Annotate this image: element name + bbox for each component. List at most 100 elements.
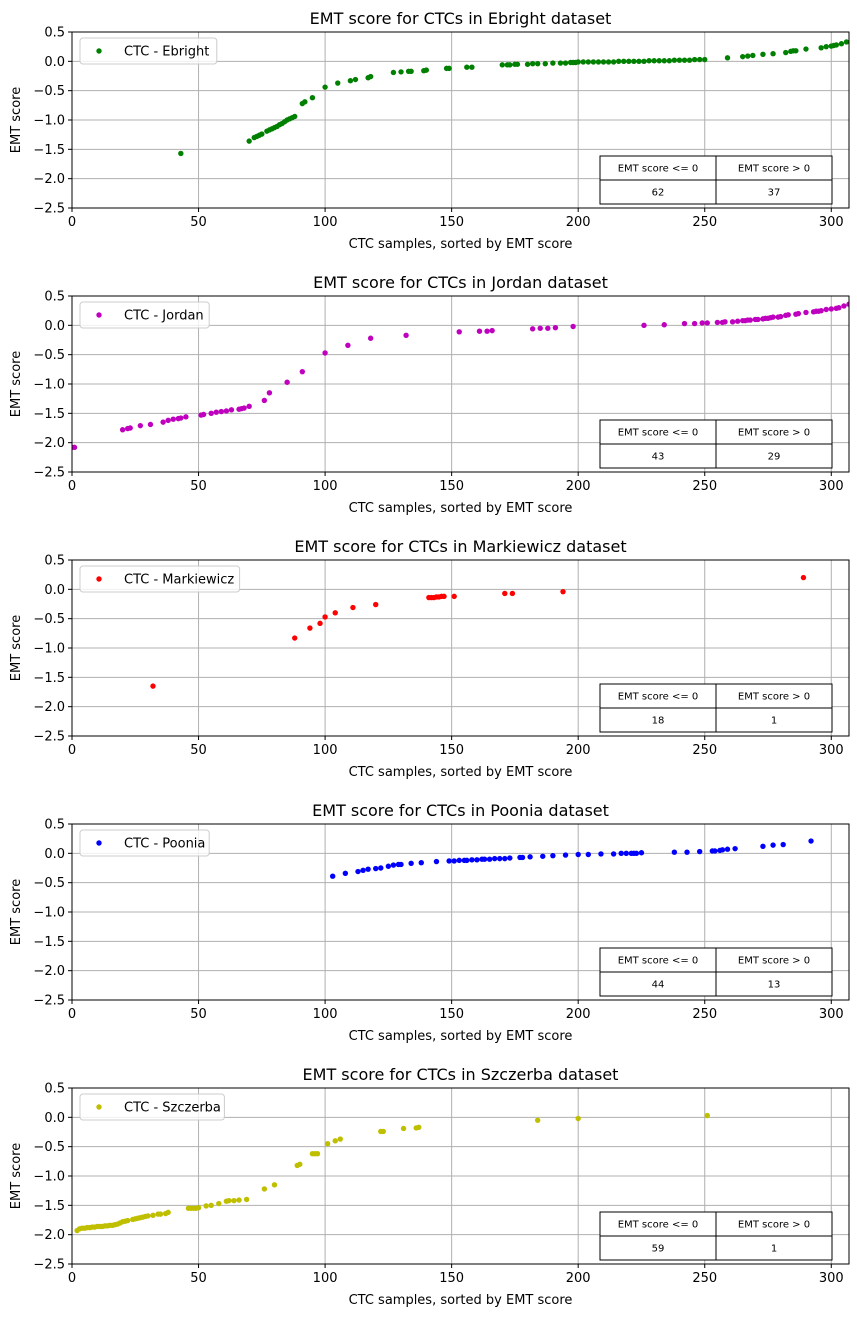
x-tick-label: 150 xyxy=(439,1007,464,1022)
x-tick-label: 50 xyxy=(190,479,207,494)
y-tick-label: −2.0 xyxy=(33,172,65,187)
chart-title: EMT score for CTCs in Ebright dataset xyxy=(310,9,612,28)
legend-label: CTC - Szczerba xyxy=(124,1101,221,1116)
legend-marker xyxy=(96,840,102,846)
data-point xyxy=(332,1138,338,1144)
data-series xyxy=(74,1112,710,1234)
data-point xyxy=(529,60,536,67)
data-point xyxy=(385,863,392,869)
data-point xyxy=(537,325,543,331)
legend-label: CTC - Poonia xyxy=(124,837,205,852)
x-tick-label: 250 xyxy=(692,743,717,758)
data-point xyxy=(542,60,548,67)
data-point xyxy=(157,1211,164,1217)
y-tick-label: −2.0 xyxy=(33,700,65,715)
data-point xyxy=(474,857,480,863)
data-point xyxy=(527,854,533,860)
table-header-cell: EMT score > 0 xyxy=(738,164,810,175)
x-tick-label: 150 xyxy=(439,215,464,230)
data-point xyxy=(124,1217,131,1224)
data-series xyxy=(72,301,849,451)
table-header-cell: EMT score <= 0 xyxy=(618,956,699,967)
chart-title: EMT score for CTCs in Poonia dataset xyxy=(312,801,609,820)
x-tick-label: 100 xyxy=(313,215,338,230)
data-point xyxy=(378,865,384,871)
table-value-cell: 1 xyxy=(771,1244,777,1255)
data-point xyxy=(322,84,328,90)
data-point xyxy=(610,59,617,65)
data-point xyxy=(800,574,807,581)
summary-table: EMT score <= 0 EMT score > 0 44 13 xyxy=(599,947,833,997)
data-point xyxy=(223,408,230,414)
x-tick-label: 150 xyxy=(439,479,464,494)
axes-frame xyxy=(71,31,850,209)
data-point xyxy=(365,866,371,872)
data-point xyxy=(342,870,349,876)
data-point xyxy=(598,851,604,857)
chart-title: EMT score for CTCs in Szczerba dataset xyxy=(303,1065,619,1084)
legend-marker xyxy=(96,48,102,54)
data-point xyxy=(317,620,323,627)
legend: CTC - Ebright xyxy=(79,37,218,65)
chart-panel-4: EMT score for CTCs in Szczerba dataset 0 5… xyxy=(9,1065,850,1308)
y-axis-label: EMT score xyxy=(9,351,24,417)
data-point xyxy=(261,1186,268,1192)
axes-frame xyxy=(71,295,850,473)
data-point xyxy=(676,57,683,63)
y-tick-label: −1.0 xyxy=(33,378,65,393)
data-point xyxy=(550,60,556,66)
data-point xyxy=(228,407,235,413)
data-point xyxy=(641,58,647,65)
data-point xyxy=(534,1117,541,1123)
x-tick-label: 0 xyxy=(68,479,76,494)
data-point xyxy=(641,322,647,329)
y-tick-label: 0.0 xyxy=(44,1111,65,1126)
legend-marker xyxy=(96,576,102,582)
data-point xyxy=(507,855,513,861)
data-point xyxy=(552,324,559,331)
data-point xyxy=(329,873,336,879)
data-point xyxy=(469,64,475,70)
data-point xyxy=(734,318,741,324)
data-point xyxy=(661,322,667,328)
data-point xyxy=(691,56,698,63)
data-point xyxy=(615,58,622,65)
data-point xyxy=(671,849,678,855)
data-point xyxy=(529,326,536,332)
summary-table: EMT score <= 0 EMT score > 0 43 29 xyxy=(599,419,833,469)
axes-frame xyxy=(71,1087,850,1265)
data-point xyxy=(352,76,359,83)
data-point xyxy=(150,683,156,689)
y-tick-label: 0.5 xyxy=(44,554,65,569)
data-point xyxy=(562,60,569,66)
y-tick-label: −1.0 xyxy=(33,642,65,657)
data-point xyxy=(719,847,726,853)
data-point xyxy=(651,58,657,64)
data-point xyxy=(661,58,667,64)
table-value-cell: 37 xyxy=(768,188,781,199)
data-point xyxy=(456,329,462,335)
data-point xyxy=(557,60,564,66)
data-point xyxy=(347,77,354,84)
legend-label: CTC - Markiewicz xyxy=(124,573,234,588)
y-axis-label: EMT score xyxy=(9,879,24,945)
data-point xyxy=(335,80,341,86)
x-tick-label: 200 xyxy=(566,479,591,494)
data-point xyxy=(307,625,313,631)
data-point xyxy=(271,1182,278,1188)
data-point xyxy=(722,319,728,325)
data-point xyxy=(803,309,809,316)
x-tick-label: 250 xyxy=(692,215,717,230)
data-point xyxy=(292,113,298,120)
data-point xyxy=(823,43,829,50)
data-point xyxy=(119,427,126,433)
y-tick-label: −1.0 xyxy=(33,114,65,129)
data-point xyxy=(464,64,470,70)
data-point xyxy=(755,316,761,323)
data-point xyxy=(324,1141,331,1147)
data-point xyxy=(626,58,632,65)
y-tick-label: 0.5 xyxy=(44,290,65,305)
data-point xyxy=(456,857,462,864)
data-point xyxy=(213,409,219,415)
y-tick-label: −0.5 xyxy=(33,1140,65,1155)
